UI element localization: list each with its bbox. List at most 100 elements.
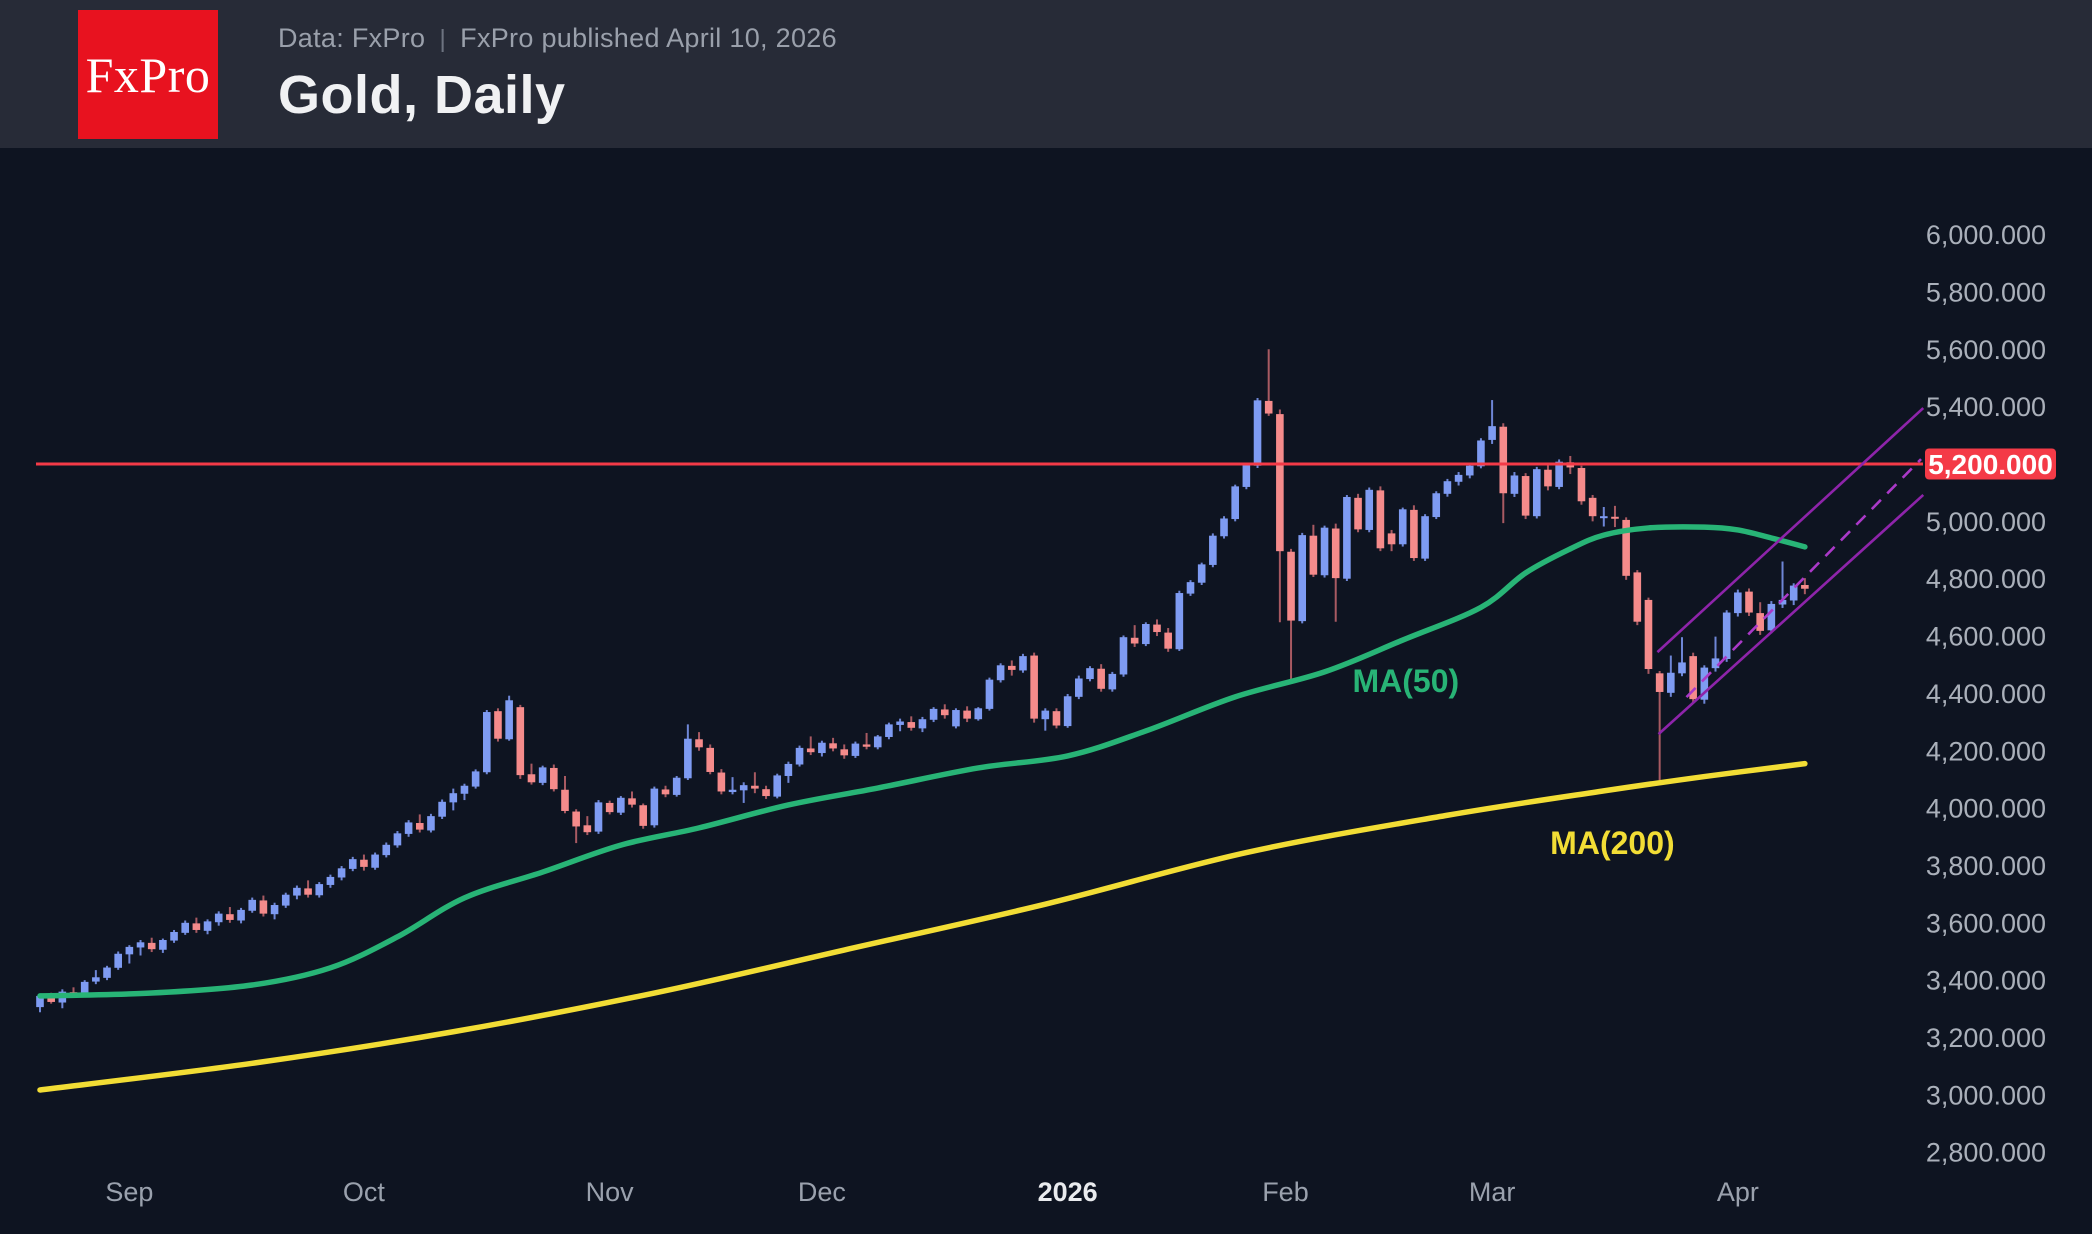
candle-body — [170, 931, 178, 941]
y-axis-tick: 3,600.000 — [1926, 908, 2046, 938]
y-axis-tick: 5,600.000 — [1926, 335, 2046, 365]
candle-body — [248, 899, 257, 911]
candle-body — [918, 719, 927, 729]
candle-body — [873, 736, 882, 748]
candle-body — [471, 771, 480, 787]
candle-body — [304, 888, 312, 895]
candle-body — [1577, 468, 1586, 502]
candle-body — [103, 967, 111, 978]
price-chart: 5,200.000 6,000.000 5,800.000 5,600.000 5,4… — [36, 220, 2056, 1207]
price-badge-rect — [1925, 448, 2056, 480]
candle-body — [996, 665, 1005, 681]
candle-body — [773, 775, 782, 797]
candle-body — [929, 708, 938, 720]
candle-body — [684, 738, 692, 779]
candle-body — [1655, 673, 1664, 692]
candle-body — [483, 712, 491, 773]
candle-body — [1778, 599, 1787, 605]
candle-body — [1555, 461, 1563, 487]
published-label: FxPro published April 10, 2026 — [460, 22, 837, 53]
candle-body — [527, 774, 536, 783]
candle-body — [862, 744, 871, 747]
candle-body — [1097, 668, 1105, 689]
candle-body — [974, 708, 983, 720]
candle-body — [1465, 465, 1474, 476]
candle-body — [1734, 592, 1742, 614]
candle-body — [1510, 475, 1519, 494]
x-axis-tick: Sep — [105, 1177, 153, 1207]
candle-body — [717, 772, 726, 792]
candle-body — [1477, 440, 1485, 467]
candle-body — [1019, 656, 1027, 671]
candle-body — [1443, 481, 1452, 494]
candle-body — [1432, 493, 1441, 518]
candle-body — [1354, 497, 1362, 530]
candle-body — [92, 977, 100, 982]
candle-body — [1588, 497, 1597, 517]
candle-body — [1331, 528, 1340, 579]
y-axis-tick: 4,800.000 — [1926, 564, 2046, 594]
candle-body — [136, 942, 145, 948]
candle-body — [460, 785, 469, 794]
candle-body — [1700, 667, 1709, 700]
candle-body — [739, 785, 748, 791]
candle-body — [896, 721, 904, 725]
candle-body — [1164, 632, 1172, 649]
candle-body — [1611, 516, 1619, 519]
header-bar: FxPro Data: FxPro | FxPro published April … — [0, 0, 2092, 148]
x-axis-tick: 2026 — [1038, 1177, 1098, 1207]
candle-body — [1488, 426, 1496, 440]
candle-body — [985, 679, 994, 709]
candle-body — [706, 747, 714, 772]
candle-body — [326, 876, 335, 885]
price-badge-label: 5,200.000 — [1928, 449, 2053, 480]
candle-body — [494, 711, 502, 739]
candle-body — [617, 797, 625, 813]
channel-median-dashed-line — [1685, 458, 1922, 699]
y-axis-tick: 2,800.000 — [1926, 1138, 2046, 1168]
y-axis-tick: 5,400.000 — [1926, 392, 2046, 422]
candle-body — [1320, 527, 1329, 576]
x-axis-tick: Dec — [798, 1177, 846, 1207]
data-source-label: Data: FxPro — [278, 22, 426, 53]
candle-body — [940, 709, 949, 716]
y-axis-tick: 4,600.000 — [1926, 622, 2046, 652]
y-axis-tick: 4,200.000 — [1926, 736, 2046, 766]
candle-body — [594, 802, 603, 832]
candle-body — [281, 894, 290, 906]
chart-source-line: Data: FxPro | FxPro published April 10, 20… — [278, 23, 837, 54]
ma-labels: MA(50) MA(200) — [1352, 663, 1674, 861]
candle-body — [393, 833, 402, 846]
divider-bar: | — [439, 24, 447, 53]
candle-body — [516, 707, 525, 776]
candle-body — [1197, 564, 1206, 583]
candle-body — [415, 823, 424, 830]
candle-body — [1387, 533, 1396, 545]
candle-body — [1722, 612, 1731, 659]
candle-body — [695, 739, 703, 748]
y-axis-tick: 4,000.000 — [1926, 794, 2046, 824]
candle-body — [1075, 678, 1083, 697]
candle-body — [628, 798, 636, 805]
x-axis-tick: Feb — [1262, 1177, 1309, 1207]
candle-body — [159, 940, 167, 950]
candle-body — [1398, 509, 1407, 545]
candle-body — [237, 909, 245, 921]
ma50-line — [37, 524, 1808, 999]
candle-body — [572, 811, 580, 827]
candle-body — [1175, 593, 1184, 650]
candle-body — [114, 953, 122, 968]
candle-body — [1622, 519, 1630, 576]
candle-body — [561, 789, 569, 811]
x-axis-tick: Mar — [1469, 1177, 1516, 1207]
candle-body — [226, 914, 234, 920]
ma50-path — [37, 524, 1808, 999]
candle-body — [1421, 516, 1429, 559]
y-axis-labels: 6,000.000 5,800.000 5,600.000 5,400.000 5,00… — [1926, 220, 2046, 1168]
candle-body — [1521, 476, 1530, 516]
candle-body — [1186, 582, 1195, 594]
candle-body — [270, 905, 279, 915]
y-axis-tick: 3,400.000 — [1926, 966, 2046, 996]
candle-body — [1119, 637, 1128, 675]
candle-body — [348, 859, 357, 869]
